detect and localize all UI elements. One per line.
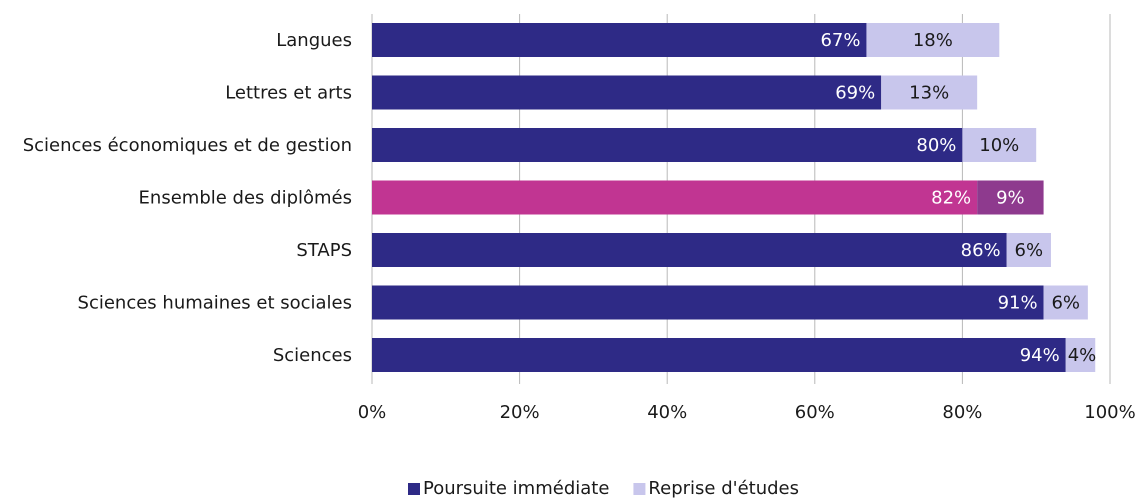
data-label: 10% bbox=[979, 135, 1019, 156]
data-label: 9% bbox=[996, 188, 1025, 209]
data-label: 80% bbox=[916, 135, 956, 156]
data-label: 18% bbox=[913, 30, 953, 51]
legend-swatch bbox=[633, 483, 646, 495]
data-label: 94% bbox=[1020, 345, 1060, 366]
data-label: 69% bbox=[835, 83, 875, 104]
x-tick-label: 60% bbox=[795, 402, 835, 423]
data-label: 4% bbox=[1068, 345, 1097, 366]
data-label: 86% bbox=[961, 240, 1001, 261]
bar-segment bbox=[372, 285, 1044, 320]
bar-segment bbox=[372, 23, 867, 57]
bar-segment bbox=[866, 23, 1000, 57]
category-label: Langues bbox=[276, 30, 352, 51]
legend-label: Poursuite immédiate bbox=[423, 478, 609, 499]
data-label: 91% bbox=[998, 293, 1038, 314]
bar-segment bbox=[372, 180, 978, 215]
bar-segment bbox=[1006, 233, 1051, 267]
bar-segment bbox=[1065, 338, 1096, 372]
category-label: Sciences économiques et de gestion bbox=[23, 135, 352, 156]
category-label: Ensemble des diplômés bbox=[139, 188, 352, 209]
legend-swatch bbox=[408, 483, 420, 495]
bar-segment bbox=[372, 128, 963, 162]
category-label: Lettres et arts bbox=[225, 83, 352, 104]
data-label: 67% bbox=[820, 30, 860, 51]
data-label: 82% bbox=[931, 188, 971, 209]
bar-segment bbox=[977, 180, 1044, 215]
bar-segment bbox=[372, 338, 1066, 372]
bar-segment bbox=[1043, 285, 1088, 320]
x-tick-label: 80% bbox=[942, 402, 982, 423]
bar-segment bbox=[372, 75, 882, 110]
category-label: STAPS bbox=[296, 240, 352, 261]
x-tick-label: 40% bbox=[647, 402, 687, 423]
legend-label: Reprise d'études bbox=[648, 478, 799, 499]
bar-segment bbox=[881, 75, 978, 110]
data-label: 6% bbox=[1051, 293, 1080, 314]
data-label: 13% bbox=[909, 83, 949, 104]
category-label: Sciences humaines et sociales bbox=[78, 293, 352, 314]
bar-segment bbox=[962, 128, 1037, 162]
x-tick-label: 0% bbox=[358, 402, 387, 423]
data-label: 6% bbox=[1015, 240, 1044, 261]
x-tick-label: 100% bbox=[1084, 402, 1135, 423]
x-tick-label: 20% bbox=[500, 402, 540, 423]
bar-segment bbox=[372, 233, 1007, 267]
category-label: Sciences bbox=[273, 345, 352, 366]
